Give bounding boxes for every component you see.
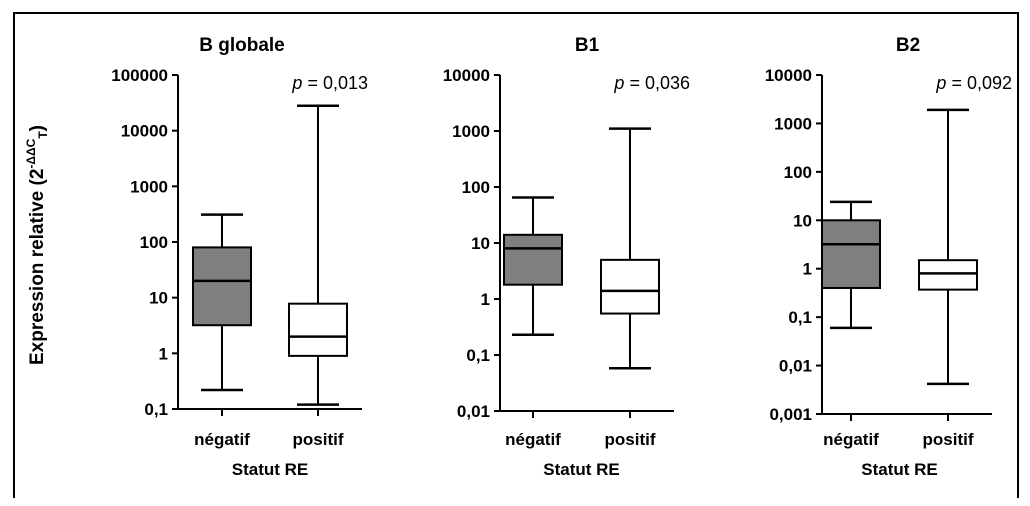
y-tick-label: 1000 bbox=[452, 122, 490, 141]
panel-1: 0,1 1 10 100 1000 10000 100000 négatif positif St… bbox=[111, 35, 368, 479]
panel-title: B1 bbox=[575, 35, 600, 56]
x-axis-label: Statut RE bbox=[861, 460, 938, 479]
y-tick-label: 10 bbox=[471, 234, 490, 253]
p-value-label: p = 0,036 bbox=[613, 73, 690, 93]
box-iqr bbox=[918, 259, 978, 291]
y-axis-label-superscript: -ΔΔC bbox=[24, 138, 38, 168]
panel-2: 0,01 0,1 1 10 100 1000 10000 négatif positif Stat… bbox=[443, 35, 690, 479]
box-positif bbox=[918, 108, 978, 386]
figure-frame bbox=[13, 12, 1019, 498]
category-label: négatif bbox=[194, 430, 250, 449]
y-axis-label-close: ) bbox=[27, 125, 48, 131]
p-value-symbol: p bbox=[291, 73, 302, 93]
y-tick-label: 100 bbox=[784, 163, 812, 182]
box-negatif bbox=[192, 213, 252, 392]
y-tick-label: 1 bbox=[159, 344, 168, 363]
box-positif bbox=[600, 127, 660, 370]
y-tick-label: 100 bbox=[462, 178, 490, 197]
y-tick-label: 0,01 bbox=[779, 357, 812, 376]
box-negatif bbox=[821, 200, 881, 330]
y-tick-label: 100000 bbox=[111, 66, 168, 85]
category-label: négatif bbox=[505, 430, 561, 449]
x-axis-label: Statut RE bbox=[232, 460, 309, 479]
panel-3: 0,001 0,01 0,1 1 10 100 1000 10000 négatif positi… bbox=[765, 35, 1012, 479]
p-value-label: p = 0,092 bbox=[935, 73, 1012, 93]
p-value-label: p = 0,013 bbox=[291, 73, 368, 93]
x-axis-label: Statut RE bbox=[543, 460, 620, 479]
y-tick-label: 10 bbox=[149, 289, 168, 308]
category-label: positif bbox=[293, 430, 344, 449]
y-tick-label: 0,1 bbox=[466, 346, 490, 365]
p-value-symbol: p bbox=[935, 73, 946, 93]
y-tick-label: 10000 bbox=[443, 66, 490, 85]
category-label: positif bbox=[605, 430, 656, 449]
p-value-number: = 0,092 bbox=[946, 73, 1012, 93]
category-label: positif bbox=[923, 430, 974, 449]
y-tick-label: 10000 bbox=[121, 122, 168, 141]
y-tick-label: 100 bbox=[140, 233, 168, 252]
panel-title: B2 bbox=[896, 35, 920, 56]
y-tick-label: 10000 bbox=[765, 66, 812, 85]
box-iqr bbox=[192, 246, 252, 327]
y-tick-label: 1 bbox=[803, 260, 812, 279]
y-tick-label: 1000 bbox=[774, 114, 812, 133]
y-tick-label: 0,01 bbox=[457, 402, 490, 421]
box-iqr bbox=[288, 302, 348, 357]
y-tick-label: 10 bbox=[793, 211, 812, 230]
box-iqr bbox=[821, 219, 881, 289]
y-axis-label: Expression relative (2-ΔΔCT) bbox=[24, 125, 50, 365]
p-value-number: = 0,013 bbox=[302, 73, 368, 93]
y-tick-label: 0,1 bbox=[788, 308, 812, 327]
y-axis-label-subscript: T bbox=[36, 131, 50, 139]
y-tick-label: 0,1 bbox=[144, 400, 168, 419]
category-label: négatif bbox=[823, 430, 879, 449]
box-iqr bbox=[600, 258, 660, 315]
y-tick-label: 0,001 bbox=[769, 405, 812, 424]
y-axis-label-main: Expression relative (2 bbox=[27, 169, 48, 365]
panel-title: B globale bbox=[199, 35, 285, 56]
box-positif bbox=[288, 104, 348, 406]
p-value-symbol: p bbox=[613, 73, 624, 93]
p-value-number: = 0,036 bbox=[624, 73, 690, 93]
box-negatif bbox=[503, 196, 563, 336]
y-tick-label: 1 bbox=[481, 290, 490, 309]
box-iqr bbox=[503, 233, 563, 286]
y-tick-label: 1000 bbox=[130, 177, 168, 196]
